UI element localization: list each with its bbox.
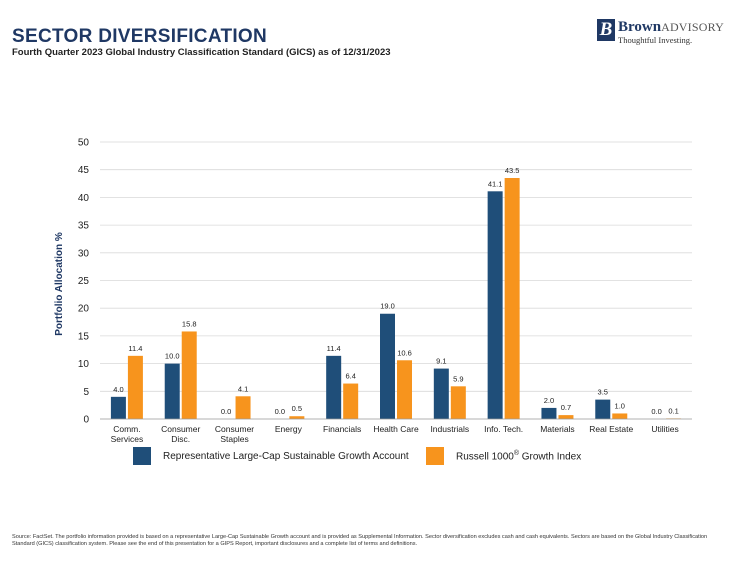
bar-value-label: 10.0 bbox=[165, 352, 180, 361]
page-subtitle: Fourth Quarter 2023 Global Industry Clas… bbox=[12, 47, 391, 58]
x-tick-label: Staples bbox=[220, 434, 248, 444]
y-tick-label: 5 bbox=[83, 387, 89, 398]
x-tick-label: Comm. bbox=[113, 424, 140, 434]
logo-name-bold: Brown bbox=[618, 19, 662, 35]
sector-bar-chart: 0 5 10 15 20 25 30 35 40 45 50 Portfolio Allocatio… bbox=[54, 138, 692, 444]
bar-account bbox=[164, 363, 180, 419]
bar-value-label: 43.5 bbox=[505, 166, 520, 175]
bar-index bbox=[612, 413, 628, 419]
bar-index bbox=[343, 383, 359, 419]
bar-account bbox=[541, 407, 557, 419]
bar-index bbox=[450, 386, 466, 419]
x-tick-label: Financials bbox=[323, 424, 361, 434]
page-title: SECTOR DIVERSIFICATION bbox=[12, 26, 268, 47]
y-tick-label: 10 bbox=[78, 359, 90, 370]
logo-tagline: Thoughtful Investing. bbox=[618, 35, 693, 45]
bar-value-label: 0.5 bbox=[292, 404, 302, 413]
x-tick-label: Materials bbox=[540, 424, 574, 434]
bar-value-label: 1.0 bbox=[615, 401, 625, 410]
y-tick-label: 30 bbox=[78, 248, 90, 259]
bar-value-label: 0.0 bbox=[221, 407, 231, 416]
bar-index bbox=[235, 396, 251, 419]
bar-value-label: 41.1 bbox=[488, 179, 503, 188]
legend-item-account: Representative Large-Cap Sustainable Gro… bbox=[133, 447, 409, 465]
logo-name-rest: ADVISORY bbox=[661, 20, 725, 34]
bar-value-label: 5.9 bbox=[453, 374, 463, 383]
logo-mark-icon: B bbox=[597, 19, 615, 41]
bar-value-label: 11.4 bbox=[128, 344, 142, 353]
chart-gridlines bbox=[100, 141, 692, 392]
bar-account bbox=[326, 355, 342, 419]
x-tick-label: Consumer bbox=[215, 424, 254, 434]
x-tick-label: Utilities bbox=[651, 424, 678, 434]
y-tick-label: 45 bbox=[78, 165, 90, 176]
bar-account bbox=[487, 191, 503, 419]
y-tick-label: 15 bbox=[78, 331, 90, 342]
bar-value-label: 0.7 bbox=[561, 403, 571, 412]
bar-value-label: 6.4 bbox=[345, 372, 355, 381]
bar-index bbox=[289, 416, 305, 419]
bar-value-label: 19.0 bbox=[380, 302, 395, 311]
bar-data-labels: 4.0 11.4 10.0 15.8 0.0 4.1 0.0 0.5 11.4 6.4 19.0 10… bbox=[113, 166, 679, 416]
bar-value-label: 10.6 bbox=[397, 348, 412, 357]
y-tick-label: 35 bbox=[78, 221, 90, 232]
x-tick-label: Consumer bbox=[161, 424, 200, 434]
bar-value-label: 4.0 bbox=[113, 385, 123, 394]
y-tick-label: 40 bbox=[78, 193, 90, 204]
y-tick-labels: 0 5 10 15 20 25 30 35 40 45 50 bbox=[78, 138, 90, 426]
x-tick-label: Industrials bbox=[430, 424, 469, 434]
y-tick-label: 25 bbox=[78, 276, 90, 287]
y-tick-label: 50 bbox=[78, 138, 90, 149]
logo-name: BrownADVISORY bbox=[618, 19, 724, 35]
x-tick-label: Energy bbox=[275, 424, 303, 434]
legend-label-index: Russell 1000® Growth Index bbox=[456, 449, 582, 463]
chart-legend: Representative Large-Cap Sustainable Gro… bbox=[0, 447, 738, 469]
legend-swatch-index bbox=[426, 447, 444, 465]
x-tick-label: Info. Tech. bbox=[484, 424, 523, 434]
legend-swatch-account bbox=[133, 447, 151, 465]
bar-account bbox=[595, 399, 611, 419]
x-tick-labels: Comm.ServicesConsumerDisc.ConsumerStaple… bbox=[111, 424, 679, 444]
bar-index bbox=[127, 355, 143, 419]
bar-value-label: 4.1 bbox=[238, 384, 248, 393]
bar-index bbox=[181, 331, 197, 419]
bar-value-label: 3.5 bbox=[598, 388, 608, 397]
x-tick-label: Services bbox=[111, 434, 144, 444]
bar-account bbox=[433, 368, 449, 419]
bar-index bbox=[397, 360, 412, 419]
bar-index bbox=[558, 415, 574, 419]
legend-item-index: Russell 1000® Growth Index bbox=[426, 447, 581, 465]
bar-value-label: 2.0 bbox=[544, 396, 554, 405]
bar-value-label: 0.0 bbox=[651, 407, 661, 416]
bar-value-label: 0.0 bbox=[275, 407, 285, 416]
bar-account bbox=[380, 313, 395, 419]
bar-value-label: 15.8 bbox=[182, 319, 197, 328]
x-tick-label: Disc. bbox=[171, 434, 190, 444]
x-tick-label: Real Estate bbox=[589, 424, 633, 434]
legend-label-account: Representative Large-Cap Sustainable Gro… bbox=[163, 450, 409, 462]
bar-account bbox=[110, 396, 126, 419]
y-tick-label: 0 bbox=[83, 415, 89, 426]
y-axis-label: Portfolio Allocation % bbox=[54, 232, 65, 336]
brown-advisory-logo: B BrownADVISORY Thoughtful Investing. bbox=[597, 19, 727, 49]
x-tick-label: Health Care bbox=[373, 424, 419, 434]
bar-value-label: 11.4 bbox=[327, 344, 341, 353]
bar-value-label: 9.1 bbox=[436, 357, 446, 366]
source-footnote: Source: FactSet. The portfolio informati… bbox=[12, 534, 708, 547]
chart-bars bbox=[110, 178, 682, 419]
bar-value-label: 0.1 bbox=[668, 406, 678, 415]
bar-index bbox=[504, 178, 520, 419]
y-tick-label: 20 bbox=[78, 304, 90, 315]
